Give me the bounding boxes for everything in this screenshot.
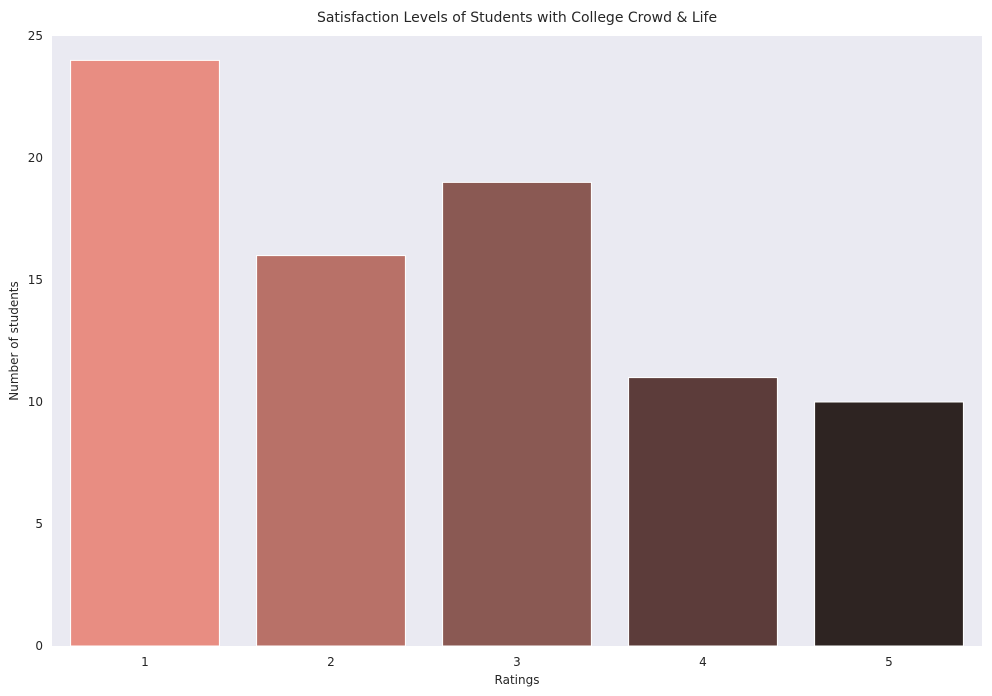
x-tick-label: 3 — [513, 655, 521, 669]
x-tick-label: 2 — [327, 655, 335, 669]
x-tick-label: 5 — [885, 655, 893, 669]
y-tick-label: 0 — [35, 639, 43, 653]
y-tick-label: 20 — [28, 151, 43, 165]
x-tick-label: 1 — [141, 655, 149, 669]
x-axis-ticks: 1 2 3 4 5 — [141, 655, 893, 669]
y-tick-label: 10 — [28, 395, 43, 409]
bar-rating-1 — [70, 59, 220, 647]
x-tick-label: 4 — [699, 655, 707, 669]
bar-rating-3 — [442, 181, 592, 647]
y-tick-label: 25 — [28, 29, 43, 43]
bar-rating-4 — [628, 377, 778, 647]
y-axis-ticks: 0 5 10 15 20 25 — [28, 29, 43, 653]
y-tick-label: 5 — [35, 517, 43, 531]
chart-title: Satisfaction Levels of Students with Col… — [317, 10, 717, 26]
y-axis-title: Number of students — [7, 281, 21, 401]
x-axis-title: Ratings — [495, 673, 540, 687]
bar-rating-5 — [814, 401, 964, 647]
bars-group — [70, 59, 964, 647]
bar-rating-2 — [256, 255, 406, 647]
y-tick-label: 15 — [28, 273, 43, 287]
